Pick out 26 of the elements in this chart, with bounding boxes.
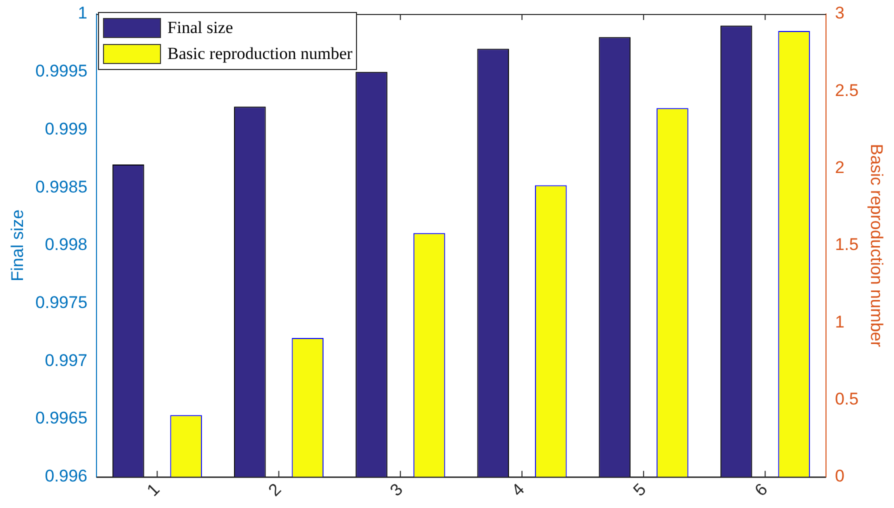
y2-tick-label: 1 — [834, 312, 844, 332]
y2-tick-label: 0 — [834, 466, 844, 486]
y-tick-label: 0.996 — [44, 466, 88, 486]
y2-axis-title: Basic reproduction number — [867, 144, 886, 348]
y2-tick-label: 1.5 — [834, 235, 859, 254]
x-tick-label: 6 — [751, 480, 772, 500]
y-axis-title: Final size — [8, 210, 27, 282]
y-tick-label: 0.999 — [44, 119, 88, 138]
y2-tick-label: 2 — [834, 158, 844, 177]
y2-tick-label: 3 — [834, 4, 844, 23]
y-tick-label: 1 — [78, 4, 88, 23]
y-tick-label: 0.9995 — [35, 62, 88, 81]
legend-label: Basic reproduction number — [167, 44, 352, 64]
x-tick-label: 2 — [264, 480, 285, 500]
y-tick-label: 0.9975 — [35, 292, 88, 312]
x-tick-label: 1 — [143, 480, 164, 500]
x-tick-label: 3 — [386, 480, 407, 500]
y2-tick-label: 2.5 — [834, 80, 859, 100]
legend-label: Final size — [167, 18, 234, 38]
y-tick-label: 0.9965 — [35, 408, 88, 428]
y-tick-label: 0.998 — [44, 235, 88, 254]
y-tick-label: 0.997 — [44, 350, 88, 370]
x-tick-label: 4 — [508, 480, 528, 500]
x-tick-label: 5 — [630, 480, 650, 500]
y2-tick-label: 0.5 — [834, 389, 859, 408]
y-tick-label: 0.9985 — [35, 177, 88, 196]
